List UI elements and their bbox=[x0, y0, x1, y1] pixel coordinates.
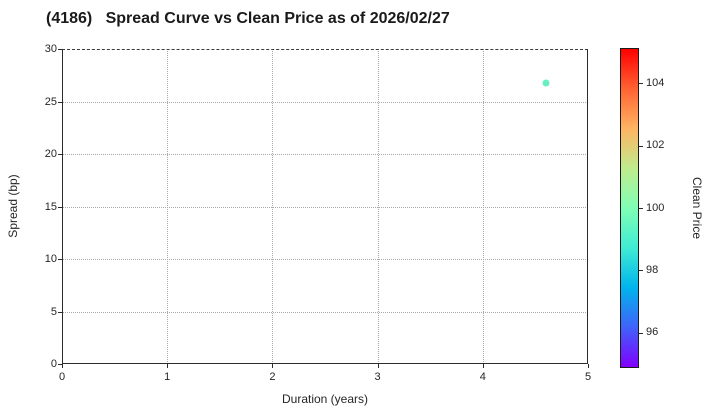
x-tick-mark bbox=[482, 364, 484, 368]
x-tick-mark bbox=[588, 364, 589, 368]
y-tick-label: 0 bbox=[50, 358, 57, 370]
y-tick-label: 20 bbox=[44, 148, 57, 160]
x-tick-label: 2 bbox=[269, 371, 276, 383]
scatter-data-point bbox=[542, 79, 550, 87]
y-tick-mark bbox=[58, 154, 62, 155]
y-gridline bbox=[62, 259, 588, 260]
colorbar-tick-label: 98 bbox=[646, 263, 659, 276]
colorbar-tick-label: 96 bbox=[646, 326, 659, 339]
x-tick-label: 5 bbox=[584, 371, 592, 383]
colorbar-label: Clean Price bbox=[690, 176, 704, 240]
x-tick-mark bbox=[272, 364, 274, 368]
x-tick-mark bbox=[377, 364, 379, 368]
y-tick-label: 30 bbox=[44, 43, 57, 55]
y-tick-label: 15 bbox=[44, 200, 57, 213]
y-tick-mark bbox=[58, 206, 62, 208]
x-tick-label: 1 bbox=[164, 371, 171, 383]
y-gridline bbox=[62, 206, 588, 208]
colorbar-tick-mark bbox=[639, 83, 643, 85]
y-tick-mark bbox=[58, 259, 62, 260]
x-tick-label: 3 bbox=[374, 371, 381, 383]
x-tick-label: 4 bbox=[479, 371, 486, 383]
colorbar-tick-mark bbox=[639, 270, 643, 272]
y-gridline bbox=[62, 311, 588, 313]
colorbar-tick-label: 102 bbox=[646, 139, 665, 152]
y-tick-mark bbox=[58, 49, 62, 50]
y-tick-label: 25 bbox=[44, 95, 57, 108]
colorbar-gradient bbox=[620, 48, 639, 368]
y-gridline bbox=[62, 154, 588, 155]
colorbar-tick-label: 100 bbox=[646, 201, 665, 214]
y-gridline bbox=[62, 101, 588, 103]
colorbar-tick-mark bbox=[639, 332, 643, 334]
x-tick-mark bbox=[167, 364, 169, 368]
x-axis-label: Duration (years) bbox=[281, 392, 369, 406]
x-tick-mark bbox=[62, 364, 63, 368]
chart-title: (4186) Spread Curve vs Clean Price as of… bbox=[46, 10, 450, 27]
colorbar-tick-mark bbox=[639, 145, 643, 147]
y-tick-mark bbox=[58, 311, 62, 313]
y-tick-mark bbox=[58, 364, 62, 365]
colorbar-tick-mark bbox=[639, 208, 643, 209]
y-tick-label: 5 bbox=[50, 305, 57, 318]
x-tick-label: 0 bbox=[58, 371, 66, 383]
y-tick-label: 10 bbox=[44, 253, 57, 265]
colorbar-tick-label: 104 bbox=[646, 76, 665, 89]
y-tick-mark bbox=[58, 101, 62, 103]
y-axis-label: Spread (bp) bbox=[6, 174, 20, 238]
